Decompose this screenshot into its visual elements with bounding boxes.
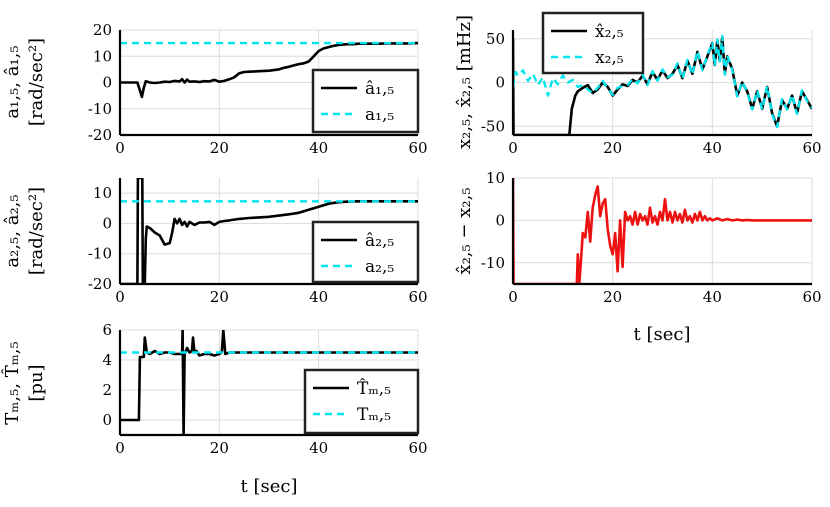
y-tick-label: 20: [93, 21, 112, 39]
y-tick-label: 0: [102, 411, 112, 429]
y-tick-label: -20: [88, 275, 112, 293]
legend-label: x₂,₅: [595, 48, 624, 68]
chart-p3: 0 20 40 60 0 2 4 6 Tₘ,₅, T̂ₘ,₅ [pu] t [sec] T̂ₘ,₅ Tₘ…: [1, 321, 428, 497]
legend: â₁,₅ a₁,₅: [311, 68, 420, 134]
y-tick-label: 10: [93, 184, 112, 202]
series-line-p5-0: [513, 178, 812, 284]
legend-label: a₁,₅: [365, 105, 394, 125]
x-tick-label: 40: [309, 439, 328, 457]
legend-label: x̂₂,₅: [595, 22, 624, 42]
x-tick-label: 0: [115, 139, 125, 157]
x-axis-label: t [sec]: [241, 476, 298, 497]
series-line-p2-0: [120, 178, 418, 284]
legend-label: a₂,₅: [365, 257, 394, 277]
series-line-p4-1: [513, 34, 812, 129]
x-tick-label: 20: [210, 439, 229, 457]
x-axis-label: t [sec]: [634, 324, 691, 345]
legend-box: [311, 220, 420, 284]
legend-label: T̂ₘ,₅: [357, 379, 391, 399]
legend-label: â₂,₅: [365, 231, 394, 251]
y-tick-label: -10: [88, 100, 112, 118]
y-tick-label: 0: [495, 211, 505, 229]
legend-box: [303, 368, 420, 435]
x-tick-label: 40: [703, 288, 722, 306]
y-axis-label: a₁,₅, â₁,₅: [2, 45, 23, 118]
x-tick-label: 40: [309, 288, 328, 306]
y-tick-label: 4: [102, 351, 112, 369]
x-tick-label: 20: [603, 288, 622, 306]
x-tick-label: 0: [115, 439, 125, 457]
legend-label: Tₘ,₅: [357, 405, 391, 425]
y-tick-label: 0: [102, 214, 112, 232]
legend-box: [541, 11, 645, 75]
x-tick-label: 0: [508, 288, 518, 306]
y-axis-unit: [rad/sec²]: [26, 187, 47, 275]
x-tick-label: 20: [210, 288, 229, 306]
x-tick-label: 60: [408, 139, 427, 157]
chart-p2: 0 20 40 60 -20 -10 0 10 a₂,₅, â₂,₅ [rad/sec²] â₂,₅…: [2, 178, 428, 306]
y-tick-label: 0: [102, 74, 112, 92]
x-tick-label: 60: [802, 139, 821, 157]
x-tick-label: 0: [508, 139, 518, 157]
legend: T̂ₘ,₅ Tₘ,₅: [303, 368, 420, 435]
x-tick-label: 40: [703, 139, 722, 157]
y-tick-label: -50: [481, 117, 505, 135]
y-tick-label: 10: [93, 47, 112, 65]
y-tick-label: -20: [88, 126, 112, 144]
x-tick-label: 20: [210, 139, 229, 157]
x-tick-label: 20: [603, 139, 622, 157]
legend: â₂,₅ a₂,₅: [311, 220, 420, 284]
gridlines: [512, 177, 813, 284]
y-axis-label: x̂₂,₅ − x₂,₅: [454, 187, 475, 274]
y-axis-unit: [pu]: [26, 364, 47, 401]
y-tick-label: 6: [102, 321, 112, 339]
x-tick-label: 60: [802, 288, 821, 306]
x-tick-label: 0: [115, 288, 125, 306]
y-tick-label: -10: [481, 254, 505, 272]
x-tick-label: 60: [408, 439, 427, 457]
x-tick-label: 40: [309, 139, 328, 157]
y-axis-label: Tₘ,₅, T̂ₘ,₅: [1, 341, 23, 424]
y-tick-label: 0: [495, 74, 505, 92]
y-tick-label: 2: [102, 381, 112, 399]
x-tick-label: 60: [408, 288, 427, 306]
y-axis-label: x₂,₅, x̂₂,₅ [mHz]: [454, 15, 475, 149]
legend-box: [311, 68, 420, 134]
y-tick-label: 50: [486, 30, 505, 48]
y-axis-label: a₂,₅, â₂,₅: [2, 194, 23, 267]
y-tick-label: -10: [88, 245, 112, 263]
series-line-p3-0: [120, 330, 418, 435]
y-tick-label: 10: [486, 169, 505, 187]
series-line-p1-0: [120, 41, 418, 99]
legend-label: â₁,₅: [365, 79, 394, 99]
chart-p1: 0 20 40 60 -20 -10 0 10 20 a₁,₅, â₁,₅ [rad/sec²] â₁…: [2, 21, 428, 157]
y-axis-unit: [rad/sec²]: [26, 38, 47, 126]
legend: x̂₂,₅ x₂,₅: [541, 11, 645, 75]
